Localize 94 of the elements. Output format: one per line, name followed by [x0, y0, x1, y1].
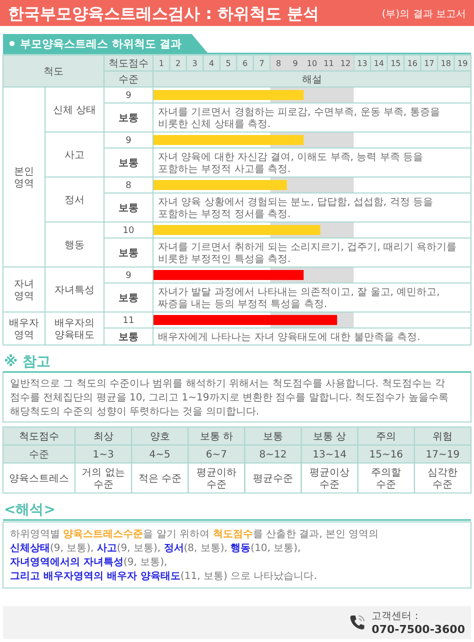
annotation: 자녀가 발달 과정에서 나타내는 의존적이고, 잘 울고, 예민하고, 짜증을 내는 등의 부정적 특성을 측정. — [158, 287, 440, 310]
text: 적은 수준 — [138, 474, 182, 485]
text: 정서 — [164, 543, 184, 554]
x-tick-label: 15 — [390, 59, 401, 68]
text: <해석> — [4, 502, 56, 518]
text: 보통 — [118, 332, 138, 344]
text: 수준 — [118, 74, 138, 86]
text: 13~14 — [312, 450, 346, 461]
text: 주의할 수준 — [371, 468, 402, 491]
annotation: 자녀 양육 상황에서 경험되는 분노, 답답함, 섭섭함, 걱정 등을 포함하는 부정적 정서를 측정. — [158, 197, 433, 220]
y-axis-title: 척도 — [44, 66, 64, 78]
data-label: 10 — [122, 226, 134, 236]
text: 보통 — [118, 248, 138, 260]
text: 평균이하 수준 — [196, 468, 236, 491]
text: (9, 보통), — [123, 557, 170, 568]
text: (9, 보통), — [116, 543, 164, 554]
text: 자녀 영역 — [14, 279, 34, 302]
text: 평균이상 수준 — [310, 468, 350, 491]
y-tick-label: 정서 — [64, 195, 84, 206]
data-label: 9 — [126, 91, 132, 102]
text: 보통 — [118, 113, 138, 124]
x-tick-label: 2 — [176, 59, 181, 68]
text: 를 산출한 결과, 본인 영역의 — [252, 529, 382, 540]
text: 양호 — [150, 432, 170, 443]
text: 본인 영역 — [14, 166, 34, 190]
text: 보통 — [118, 203, 138, 214]
x-tick-label: 6 — [242, 59, 248, 68]
annotation: 배우자에게 나타나는 자녀 양육태도에 대한 불만족을 측정. — [158, 332, 420, 344]
text: 보통 — [118, 158, 138, 170]
text: 070-7500-3600 — [372, 623, 466, 636]
text: 15~16 — [369, 450, 404, 461]
text: (부)의 결과 보고서 — [382, 9, 466, 20]
x-tick-label: 14 — [374, 59, 384, 68]
text: 6~7 — [206, 450, 227, 461]
text: 을 알기 위하여 — [143, 529, 213, 540]
text: ※ 참고 — [4, 354, 50, 370]
data-label: 9 — [126, 271, 132, 282]
text: 신체상태 — [10, 543, 50, 554]
text: 양육스트레스 — [9, 474, 69, 485]
text: (9, 보통), — [50, 543, 97, 554]
annotation: 해설 — [302, 74, 322, 86]
text: (10, 보통), — [250, 543, 304, 554]
chart-subtitle: 부모양육스트레스 하위척도 결과 — [20, 38, 182, 50]
x-tick-label: 16 — [407, 59, 418, 68]
text: 일반적으로 그 척도의 수준이나 범위를 해석하기 위해서는 척도점수를 사용합니다. 척도점수는 각 점수를 전체집단의 평균을 10, 그리고 1~19까지로 변환한 점수를 말합니다. 척도점수가 높을수록 해당척도의 수준의 성향이 뚜렷하다는 것을 의미합니다. — [10, 378, 448, 418]
text: 심각한 수준 — [428, 468, 458, 491]
text: 수준 — [29, 450, 49, 461]
text: 거의 없는 수준 — [82, 468, 125, 491]
text: 양육스트레스수준 — [63, 529, 144, 540]
data-label: 11 — [122, 316, 134, 326]
text: 자녀영역에서의 자녀특성 — [10, 557, 124, 568]
annotation: 자녀를 기르면서 경험하는 피로감, 수면부족, 운동 부족, 통증을 비롯한 신체 상태를 측정. — [158, 107, 440, 130]
y-tick-label: 행동 — [64, 240, 84, 252]
x-tick-label: 1 — [158, 59, 164, 68]
text: 행동 — [230, 543, 251, 554]
text: 보통 — [263, 432, 283, 443]
y-tick-label: 배우자의 양육태도 — [54, 318, 94, 342]
text: 최상 — [93, 432, 114, 443]
text: 4~5 — [149, 450, 170, 461]
data-label: 8 — [126, 181, 132, 192]
text: (8, 보통), — [184, 543, 231, 554]
text: 보통 — [118, 293, 138, 304]
text: 평균수준 — [253, 474, 293, 485]
x-tick-label: 17 — [424, 59, 434, 68]
x-tick-label: 5 — [226, 59, 231, 68]
text: 배우자 영역 — [9, 318, 39, 342]
text: 1~3 — [92, 450, 114, 461]
x-tick-label: 7 — [259, 59, 264, 68]
y-tick-label: 신체 상태 — [52, 105, 96, 116]
x-tick-label: 18 — [440, 59, 451, 68]
chart-title: 한국부모양육스트레스검사 : 하위척도 분석 — [8, 4, 320, 23]
text: 척도점수 — [19, 432, 59, 443]
annotation: 자녀 양육에 대한 자신감 결여, 이해도 부족, 능력 부족 등을 포함하는 부정적 사고를 측정. — [158, 152, 423, 176]
x-axis-title: 척도점수 — [108, 58, 148, 70]
text: 주의 — [376, 432, 396, 443]
text: 척도점수 — [212, 529, 253, 540]
x-tick-label: 19 — [458, 59, 468, 68]
text: 그리고 배우자영역의 배우자 양육태도 — [10, 571, 180, 582]
text: 보통 하 — [200, 432, 234, 443]
x-tick-label: 13 — [357, 59, 368, 68]
text: (11, 보통) 으로 나타났습니다. — [180, 571, 317, 582]
text: 17~19 — [426, 450, 460, 461]
data-label: 9 — [126, 136, 132, 146]
y-tick-label: 자녀특성 — [54, 285, 94, 296]
text: 위험 — [432, 432, 453, 443]
text: 하위영역별 — [10, 529, 64, 540]
text: 사고 — [96, 543, 117, 554]
x-tick-label: 4 — [209, 59, 214, 68]
annotation: 자녀를 기르면서 취하게 되는 소리지르기, 겁주기, 때리기 욕하기를 비롯한 부정적인 특성을 측정. — [158, 242, 457, 266]
text: 보통 상 — [312, 432, 346, 443]
x-tick-label: 3 — [192, 59, 198, 68]
text: 고객센터 : — [372, 611, 418, 622]
y-tick-label: 사고 — [64, 150, 84, 162]
text: 8~12 — [259, 450, 287, 461]
